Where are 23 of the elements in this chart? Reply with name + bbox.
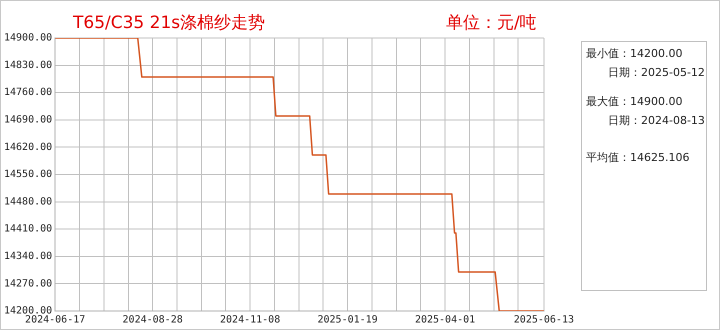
x-tick-label: 2024-06-17	[25, 314, 86, 326]
text: 最大值：14900.00	[586, 94, 684, 109]
chart-subtitle: 单位：元/吨	[446, 12, 537, 34]
y-tick-label: 14690.00	[4, 114, 52, 126]
x-tick-label: 2024-08-28	[122, 314, 183, 326]
y-tick-label: 14270.00	[4, 278, 52, 290]
y-tick-label: 14480.00	[4, 196, 52, 208]
x-tick-label: 2024-11-08	[220, 314, 280, 326]
text: 平均值：14625.106	[586, 150, 690, 165]
x-tick-label: 2025-01-19	[317, 314, 378, 326]
y-tick-label: 14830.00	[4, 60, 52, 71]
y-tick-label: 14900.00	[4, 32, 52, 44]
y-tick-label: 14620.00	[4, 142, 52, 153]
y-tick-label: 14340.00	[4, 250, 52, 262]
y-tick-label: 14410.00	[4, 224, 52, 235]
x-tick-label: 2025-06-13	[514, 314, 574, 326]
text: 最小值：14200.00	[586, 46, 684, 61]
x-tick-label: 2025-04-01	[414, 314, 476, 326]
text: 日期：2025-05-12	[608, 65, 706, 80]
chart-title: T65/C35 21s涤棉纱走势	[73, 12, 266, 34]
y-tick-label: 14760.00	[4, 87, 52, 98]
y-tick-label: 14550.00	[4, 169, 52, 180]
text: 日期：2024-08-13	[608, 113, 706, 128]
